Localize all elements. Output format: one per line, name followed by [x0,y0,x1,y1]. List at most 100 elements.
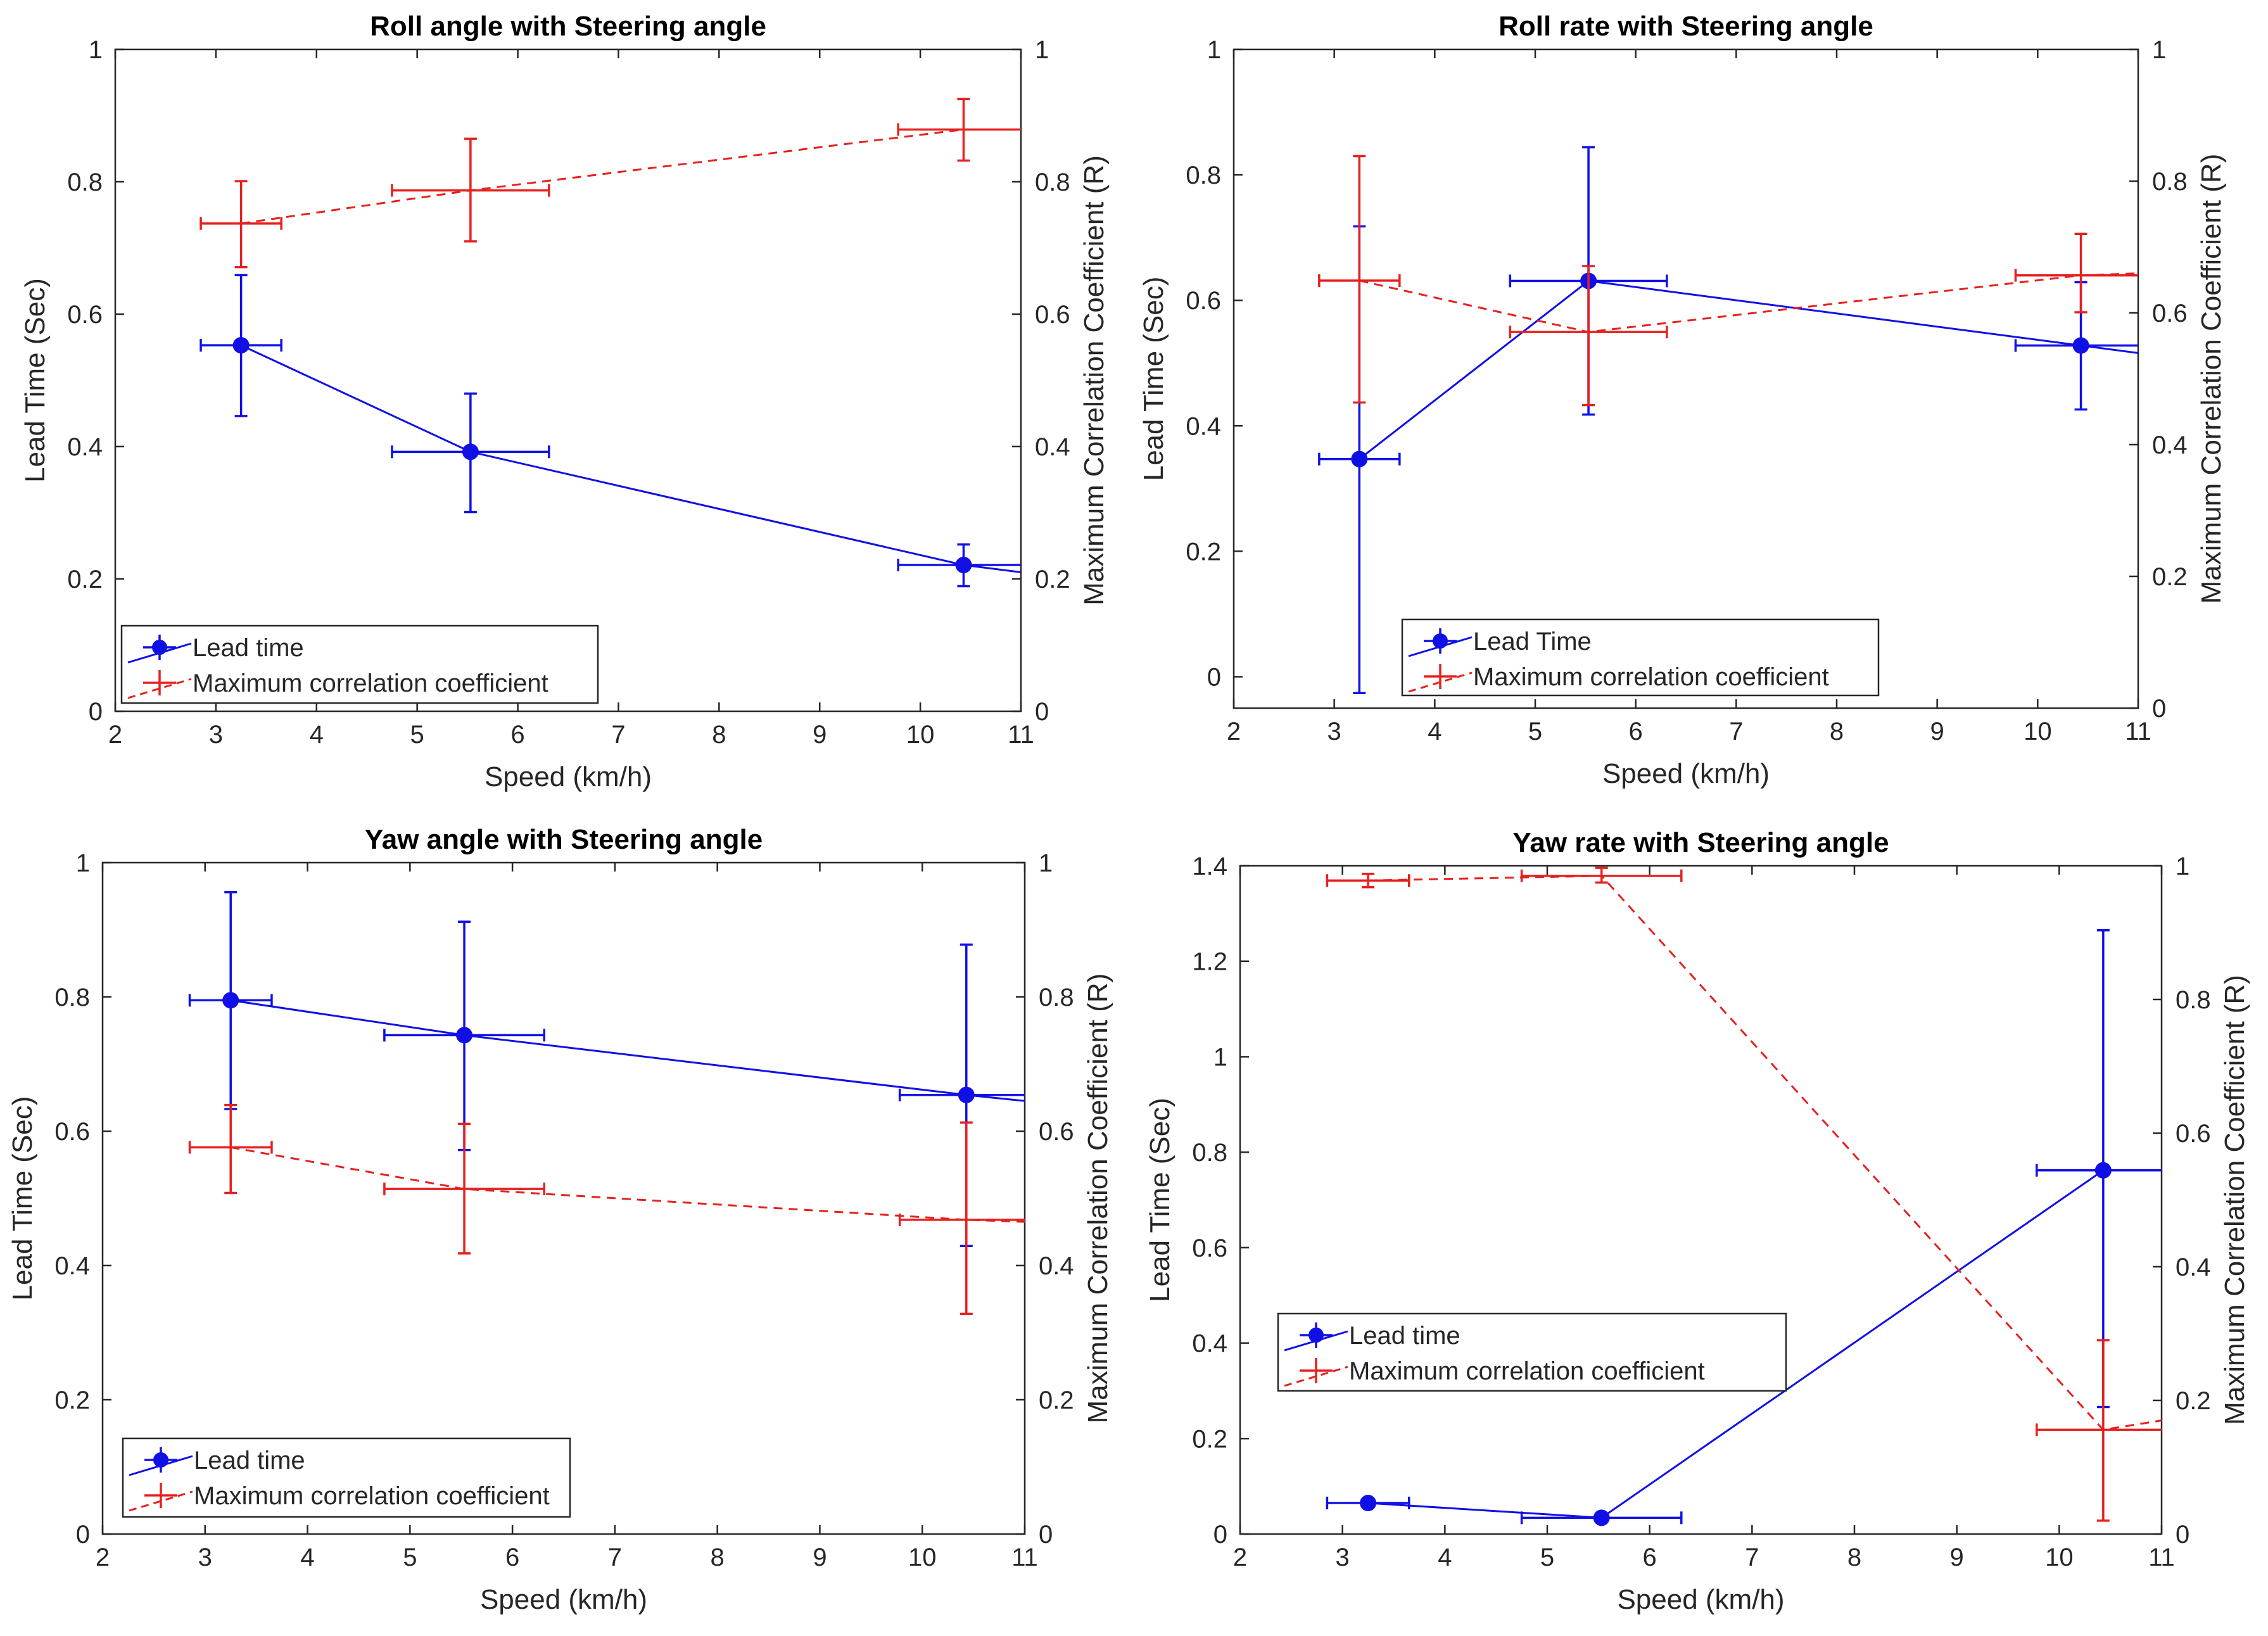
y-left-tick-label: 0 [1207,663,1221,691]
legend-correlation-sample [1408,671,1473,693]
legend-correlation-sample [127,678,192,699]
y-right-tick-label: 0.6 [2152,300,2188,327]
series-line-correlation [1368,875,2162,1431]
series-line-lead-time [240,344,1021,574]
y-right-tick-label: 0.2 [2176,1387,2211,1415]
y-left-tick-label: 0.4 [1192,1330,1227,1358]
legend-box [1277,1312,1787,1392]
x-tick-label: 9 [1950,1544,1964,1571]
legend-correlation-label: Maximum correlation coefficient [1349,1357,1705,1385]
y-right-tick-label: 0 [2152,695,2166,723]
chart-title: Roll rate with Steering angle [1498,11,1873,42]
y-left-tick-label: 1 [76,849,90,877]
x-tick-label: 5 [1528,718,1542,745]
y-left-tick-label: 0.2 [1192,1425,1227,1453]
x-tick-label: 11 [2148,1544,2175,1571]
legend-box [120,625,599,704]
chart-yaw-rate: 2 3 4 5 6 7 8 9 10 11 0 0.2 0.4 0.6 0.8 1 1.2 1.4 0 0.2 0.4 0… [1134,816,2268,1633]
chart-svg: 2 3 4 5 6 7 8 9 10 1100.20.40.60.811.21.400.20.40… [1144,827,2250,1615]
x-tick-label: 5 [410,721,424,749]
y-left-tick-label: 0 [76,1521,90,1549]
y-left-tick-label: 0.2 [54,1386,90,1414]
data-point [222,992,239,1009]
y-right-tick-label: 0.4 [2152,431,2188,459]
x-tick-label: 2 [1227,718,1241,745]
plot-frame [101,861,1026,1535]
y-left-tick-label: 0.2 [1186,538,1221,566]
x-tick-label: 3 [209,721,223,749]
chart-title: Roll angle with Steering angle [370,11,766,42]
data-point [1360,1495,1377,1512]
y-axis-label-left: Lead Time (Sec) [1138,277,1169,481]
x-tick-label: 4 [300,1544,314,1571]
x-tick-label: 6 [1629,718,1643,745]
legend-lead-time-marker [152,640,167,655]
data-point [232,337,250,354]
legend-lead-time-marker [153,1452,168,1468]
y-right-tick-label: 0.6 [1035,301,1070,329]
x-tick-label: 8 [1847,1544,1861,1571]
y-right-tick-label: 1 [2176,853,2189,880]
legend-box [122,1437,571,1518]
legend-lead-time-label: Lead time [1349,1322,1460,1350]
x-tick-label: 10 [2045,1544,2074,1571]
x-tick-label: 9 [813,721,827,749]
y-left-tick-label: 0.8 [1186,162,1221,189]
y-left-tick-label: 1 [1207,36,1221,64]
x-tick-label: 4 [1428,718,1441,745]
series-layer [1326,866,2162,1526]
series-layer [200,98,1021,588]
chart-svg: 2 3 4 5 6 7 8 9 10 1100.20.40.60.8100.20.40.60.81… [7,824,1113,1615]
chart-svg: 2 3 4 5 6 7 8 9 10 1100.20.40.60.8100.20.40.60.81… [20,11,1110,792]
x-axis-label: Speed (km/h) [1602,758,1770,789]
chart-yaw-angle: 2 3 4 5 6 7 8 9 10 11 0 0.2 0.4 0.6 0.8 1 0 0.2 0.4 0.6 0.8 1… [0,816,1134,1633]
x-tick-label: 6 [510,721,524,749]
x-tick-label: 4 [1438,1544,1452,1571]
chart-title: Yaw angle with Steering angle [365,824,763,855]
chart-roll-rate: 2 3 4 5 6 7 8 9 10 11 0 0.2 0.4 0.6 0.8 1 0 0.2 0.4 0.6 0.8 1… [1134,0,2268,816]
y-left-tick-label: 1.2 [1192,948,1227,976]
series-line-lead-time [1359,279,2138,460]
x-axis-label: Speed (km/h) [480,1584,647,1615]
y-right-tick-label: 0.4 [1035,433,1070,461]
legend-box [1401,618,1880,697]
y-right-tick-label: 0.2 [2152,563,2188,591]
legend-lead-time-marker [1433,633,1448,649]
x-tick-label: 9 [1930,718,1944,745]
x-tick-label: 7 [608,1544,622,1571]
y-axis-label-right: Maximum Correlation Coefficient (R) [2219,975,2250,1425]
x-tick-label: 3 [1336,1544,1350,1571]
y-left-tick-label: 0.6 [54,1118,90,1146]
y-left-tick-label: 0.8 [67,168,103,196]
y-left-tick-label: 0.2 [67,566,103,593]
y-left-tick-label: 0.4 [67,433,103,461]
y-axis-label-left: Lead Time (Sec) [20,278,51,483]
x-tick-label: 5 [403,1544,417,1571]
y-left-tick-label: 0.6 [1192,1234,1227,1262]
y-right-tick-label: 0.8 [2176,986,2211,1014]
x-tick-label: 8 [711,1544,725,1571]
series-layer [188,891,1025,1316]
y-right-tick-label: 0 [2176,1521,2189,1549]
series-line-correlation [230,1146,1025,1223]
legend-correlation-sample [1284,1366,1348,1387]
x-tick-label: 2 [108,721,122,749]
data-point [462,443,479,460]
y-axis-label-right: Maximum Correlation Coefficient (R) [2196,154,2227,604]
chart-title: Yaw rate with Steering angle [1512,827,1889,858]
y-left-tick-label: 0.8 [1192,1139,1227,1167]
y-left-tick-label: 0.8 [54,984,90,1011]
x-tick-label: 2 [96,1544,110,1571]
y-left-tick-label: 0 [89,698,103,726]
x-tick-label: 8 [712,721,726,749]
legend-correlation-sample [129,1490,193,1512]
x-tick-label: 10 [906,721,935,749]
x-tick-label: 4 [310,721,324,749]
y-right-tick-label: 0.6 [1039,1118,1074,1146]
y-right-tick-label: 0.2 [1039,1386,1074,1414]
chart-svg: 2 3 4 5 6 7 8 9 10 1100.20.40.60.8100.20.40.60.81… [1138,11,2227,789]
x-tick-label: 3 [1327,718,1341,745]
x-tick-label: 6 [1643,1544,1657,1571]
x-tick-label: 7 [611,721,625,749]
y-right-tick-label: 0.4 [2176,1253,2211,1281]
